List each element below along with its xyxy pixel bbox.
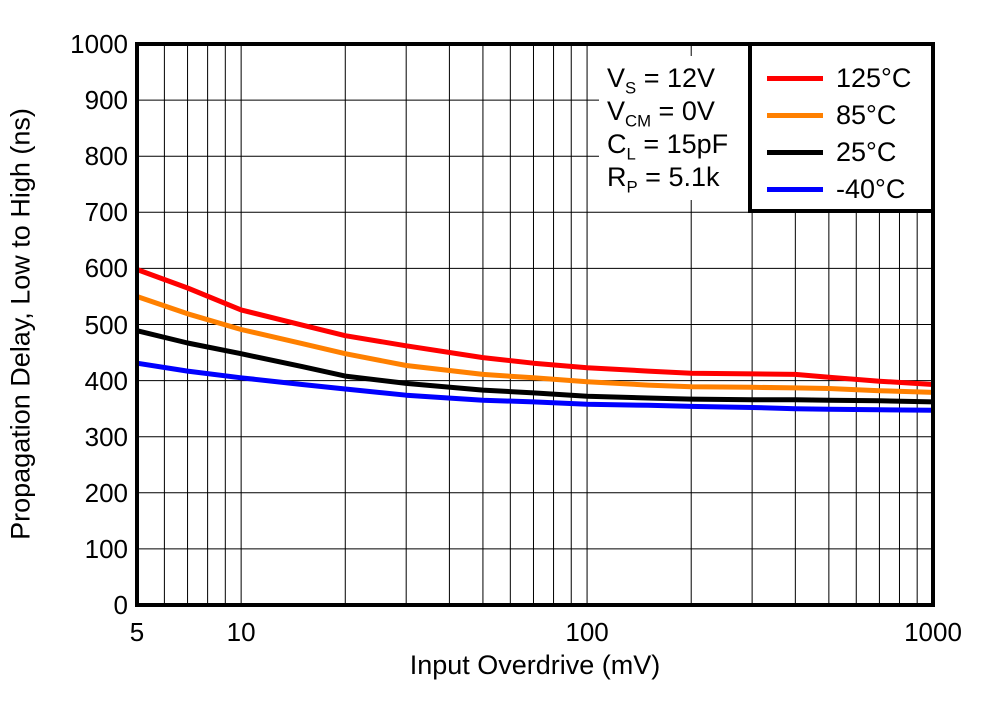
legend-row: 85°C	[752, 97, 931, 134]
y-axis-title: Propagation Delay, Low to High (ns)	[5, 108, 36, 540]
legend-swatch-n40c	[767, 187, 823, 192]
y-tick-label: 600	[84, 253, 128, 284]
x-tick-label: 1000	[904, 617, 962, 647]
y-tick-label: 900	[84, 85, 128, 116]
legend-label-n40c: -40°C	[836, 174, 906, 204]
y-tick-label: 0	[113, 590, 128, 620]
y-tick-label: 300	[84, 421, 128, 452]
y-tick-label: 500	[84, 309, 128, 340]
legend-row: 125°C	[752, 60, 931, 97]
legend-label-25c: 25°C	[836, 137, 897, 167]
y-tick-label: 100	[84, 533, 128, 564]
legend-swatch-125c	[767, 76, 823, 81]
y-tick-label: 700	[84, 197, 128, 228]
y-tick-label: 800	[84, 141, 128, 172]
legend-swatch-85c	[767, 113, 823, 118]
test-conditions-annotation: VS = 12V VCM = 0V CL = 15pF RP = 5.1k	[599, 56, 756, 200]
legend-row: 25°C	[752, 134, 931, 171]
condition-line: VS = 12V	[607, 63, 715, 98]
x-tick-label: 5	[129, 617, 145, 647]
y-tick-label: 400	[84, 365, 128, 396]
legend-row: -40°C	[752, 171, 931, 208]
legend: 125°C 85°C 25°C -40°C	[748, 42, 935, 213]
x-axis-title: Input Overdrive (mV)	[409, 650, 661, 680]
condition-line: RP = 5.1k	[607, 162, 720, 197]
legend-label-125c: 125°C	[836, 63, 912, 93]
legend-swatch-25c	[767, 150, 823, 155]
x-tick-label: 10	[226, 617, 256, 647]
condition-line: CL = 15pF	[607, 129, 729, 164]
y-tick-label: 200	[84, 477, 128, 508]
y-tick-label: 1000	[70, 29, 128, 59]
legend-label-85c: 85°C	[836, 100, 897, 130]
x-tick-label: 100	[565, 617, 609, 647]
condition-line: VCM = 0V	[607, 96, 715, 131]
